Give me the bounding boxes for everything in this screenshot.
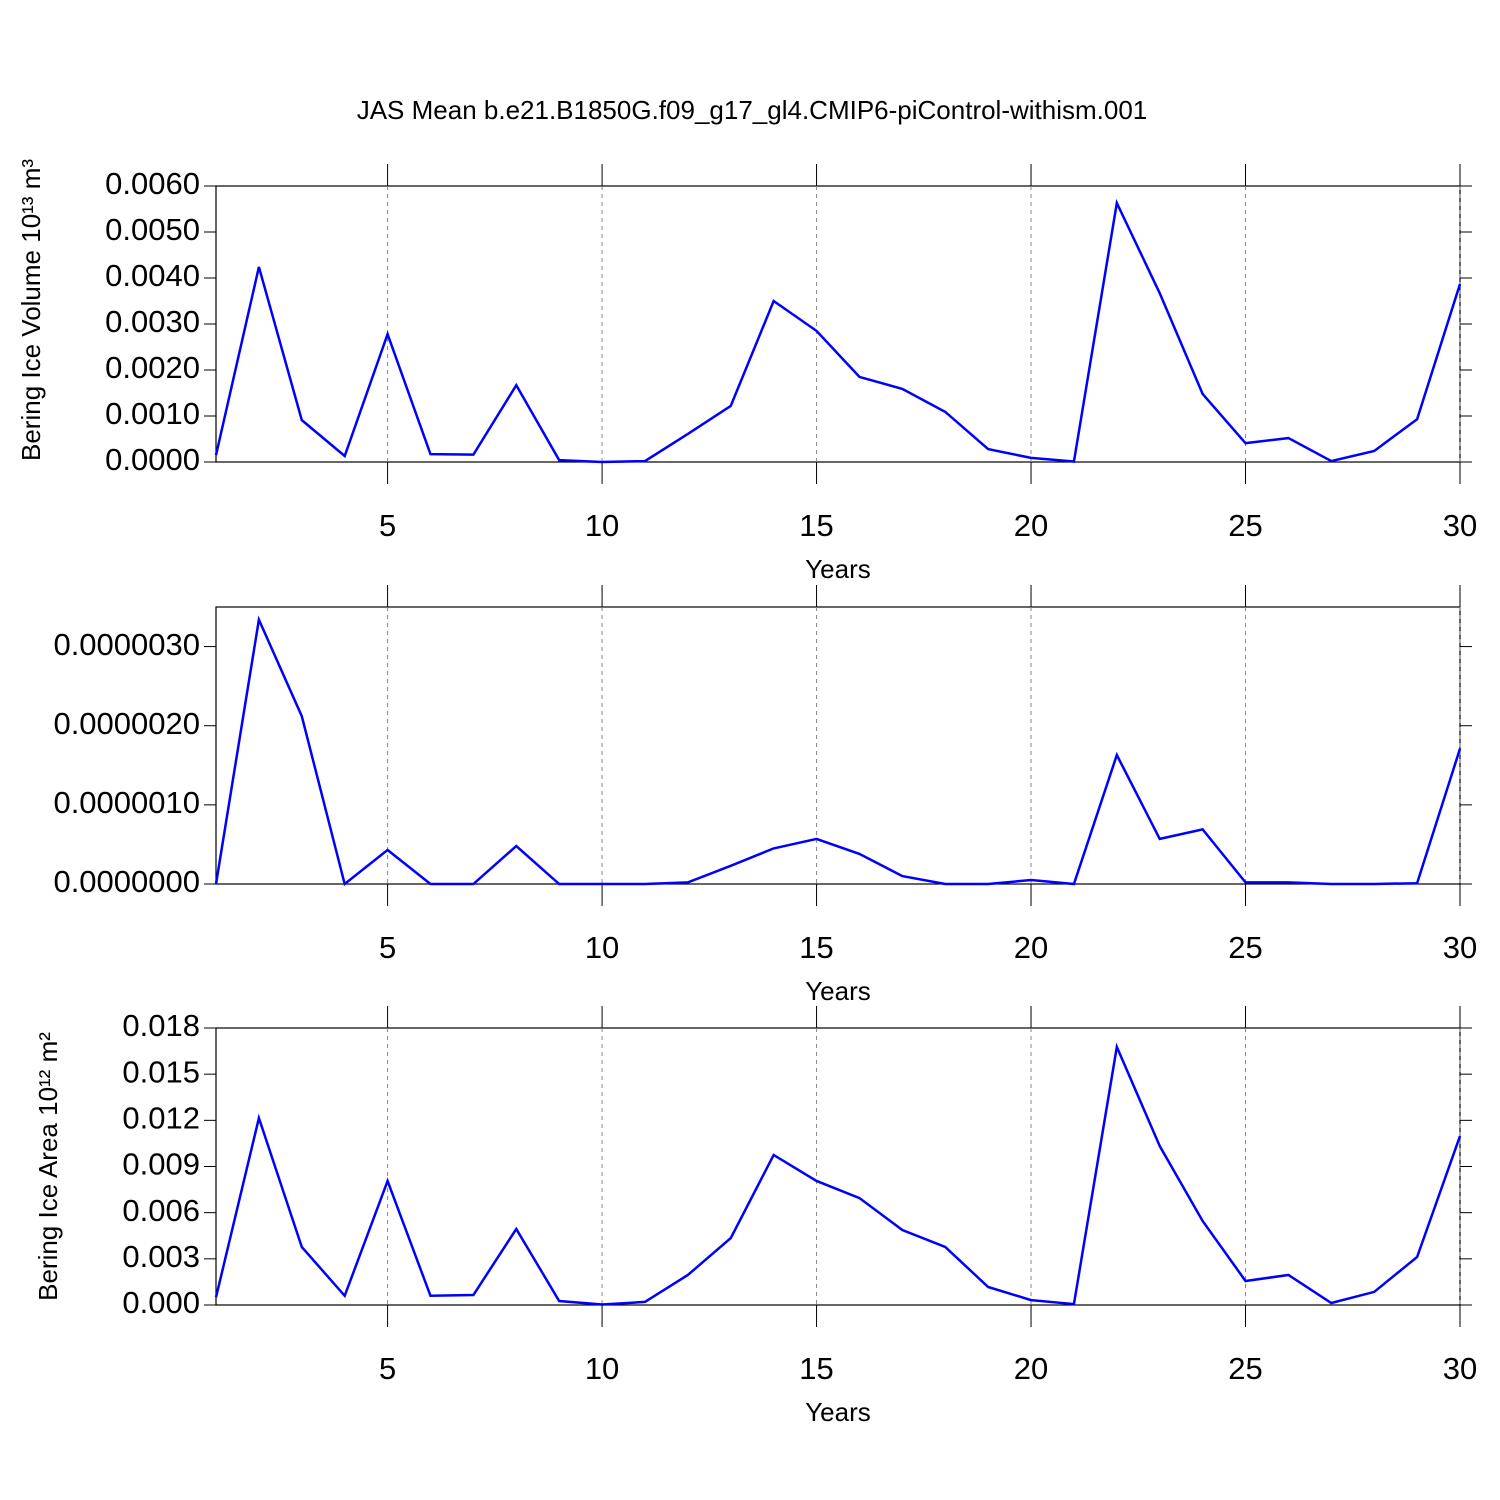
- y-tick-label: 0.0000010: [53, 785, 200, 820]
- y-tick-label: 0.009: [122, 1147, 200, 1182]
- y-tick-label: 0.0060: [105, 166, 200, 201]
- y-tick-label: 0.0040: [105, 258, 200, 293]
- x-tick-label: 5: [379, 508, 396, 543]
- x-tick-label: 20: [1014, 508, 1048, 543]
- plot-frame: [215, 606, 1461, 885]
- x-tick-label: 25: [1228, 508, 1262, 543]
- x-tick-label: 30: [1443, 1351, 1477, 1386]
- y-tick-label: 0.0010: [105, 396, 200, 431]
- x-tick-label: 10: [585, 1351, 619, 1386]
- y-tick-label: 0.0000: [105, 442, 200, 477]
- x-tick-label: 15: [799, 1351, 833, 1386]
- x-tick-label: 20: [1014, 930, 1048, 965]
- data-line: [214, 1042, 1462, 1306]
- x-tick-label: 5: [379, 1351, 396, 1386]
- y-tick-label: 0.0000000: [53, 864, 200, 899]
- x-tick-label: 10: [585, 508, 619, 543]
- y-tick-label: 0.0050: [105, 212, 200, 247]
- data-line: [214, 198, 1462, 464]
- y-tick-label: 0.0020: [105, 350, 200, 385]
- x-tick-label: 25: [1228, 930, 1262, 965]
- data-line: [214, 615, 1462, 887]
- y-tick-label: 0.0000020: [53, 706, 200, 741]
- y-tick-label: 0.015: [122, 1054, 200, 1089]
- x-axis-label: Years: [805, 1397, 871, 1427]
- x-tick-label: 5: [379, 930, 396, 965]
- y-tick-label: 0.012: [122, 1101, 200, 1136]
- y-axis-label: Bering Ice Volume 10¹³ m³: [16, 159, 46, 461]
- x-axis-label: Years: [805, 976, 871, 1006]
- y-tick-label: 0.006: [122, 1193, 200, 1228]
- y-tick-label: 0.003: [122, 1239, 200, 1274]
- y-tick-label: 0.018: [122, 1008, 200, 1043]
- x-tick-label: 15: [799, 930, 833, 965]
- chart-title: JAS Mean b.e21.B1850G.f09_g17_gl4.CMIP6-…: [357, 95, 1148, 125]
- y-tick-label: 0.0030: [105, 304, 200, 339]
- plot-frame: [215, 1027, 1461, 1306]
- plot-frame: [215, 185, 1461, 463]
- x-tick-label: 30: [1443, 930, 1477, 965]
- x-tick-label: 20: [1014, 1351, 1048, 1386]
- y-tick-label: 0.000: [122, 1285, 200, 1320]
- x-tick-label: 25: [1228, 1351, 1262, 1386]
- x-tick-label: 15: [799, 508, 833, 543]
- x-axis-label: Years: [805, 554, 871, 584]
- y-tick-label: 0.0000030: [53, 627, 200, 662]
- y-axis-label: Bering Ice Area 10¹² m²: [33, 1032, 63, 1301]
- x-tick-label: 10: [585, 930, 619, 965]
- x-tick-label: 30: [1443, 508, 1477, 543]
